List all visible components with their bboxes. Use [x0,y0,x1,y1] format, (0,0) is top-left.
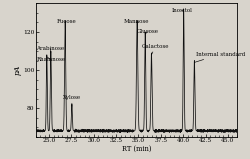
Text: Inositol: Inositol [172,8,192,13]
Text: Arabinose: Arabinose [36,46,65,53]
Y-axis label: pA: pA [14,65,22,75]
Text: Glucose: Glucose [137,29,159,34]
Text: Xylose: Xylose [63,95,81,106]
Text: Mannose: Mannose [123,19,149,24]
X-axis label: RT (min): RT (min) [122,144,151,152]
Text: Internal standard: Internal standard [194,52,245,62]
Text: Galactose: Galactose [142,44,169,55]
Text: Rhamnose: Rhamnose [36,57,66,62]
Text: Fucose: Fucose [56,19,76,24]
